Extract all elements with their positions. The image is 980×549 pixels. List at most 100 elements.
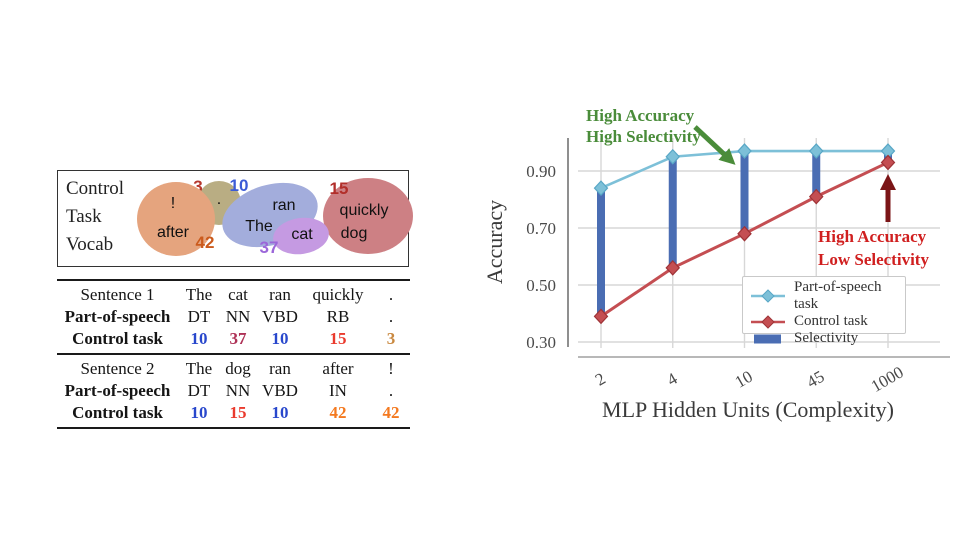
table-cell: 42 [329,403,347,422]
table-cell: 15 [229,403,247,422]
pos-task-marker [737,143,752,159]
x-tick-label: 45 [803,367,827,392]
table-row: Part-of-speech DT NN VBD IN. [57,380,410,402]
x-tick-label: 4 [664,369,681,390]
table-cell: . [388,381,394,400]
table-cell: 10 [271,403,289,422]
table-cell: VBD [262,307,298,326]
table-cell: NN [225,381,251,400]
table-row: Control task 10 15 10 42 42 [57,402,410,424]
table-cell: DT [187,307,211,326]
x-tick-label: 1000 [868,363,907,396]
accuracy-chart: 0.90 0.70 0.50 0.30 2 4 10 45 1000 Accuracy MLP… [482,125,950,422]
table-cell: cat [228,285,248,304]
row-label: Control task [72,329,163,348]
control-task-marker [593,308,609,325]
vocab-title-line: Vocab [66,234,114,255]
table-cell: . [388,285,394,304]
sentence-table: Sentence 1 The cat ran quickly. Part-of-speec… [57,279,410,429]
y-axis-label: Accuracy [482,200,507,284]
table-cell: after [322,359,354,378]
row-label: Sentence 1 [80,285,155,304]
table-cell: The [185,285,213,304]
legend-label: Part-of-speech task [794,279,882,312]
table-cell: DT [187,381,211,400]
table-cell: 15 [329,329,347,348]
pos-task-marker [665,148,681,165]
table-row: Control task 10 37 10 15 3 [57,328,410,350]
pos-task-marker [593,180,609,196]
sentence-block-2: Sentence 2 The dog ran after! Part-of-speech D… [57,355,410,429]
legend-item: Part-of-speech task [749,279,899,313]
x-tick-labels: 2 4 10 45 1000 [592,363,907,396]
line-marker-swatch-icon [751,289,785,303]
table-cell: 10 [190,403,208,422]
vocab-word: quickly [339,202,389,219]
y-tick-label: 0.50 [526,276,556,295]
table-cell: RB [326,307,350,326]
vocab-title-line: Control [66,178,125,199]
x-tick-label: 2 [592,369,609,390]
table-cell: ran [269,285,291,304]
vocab-word: after [156,224,190,241]
legend-label: Control task [794,313,868,329]
annotation-line: Low Selectivity [818,250,929,269]
vocab-number: 3 [193,177,203,196]
legend-item: Control task [749,313,899,330]
row-label: Part-of-speech [64,381,171,400]
pos-task-marker [808,143,824,159]
table-cell: 10 [271,329,289,348]
row-label: Part-of-speech [64,307,171,326]
vocab-word: ! [170,195,176,212]
table-cell: IN [329,381,347,400]
table-row: Part-of-speech DT NN VBD RB. [57,306,410,328]
high-selectivity-arrow-icon [693,125,736,165]
table-cell: The [185,359,213,378]
table-row: Sentence 1 The cat ran quickly. [57,284,410,306]
table-cell: quickly [312,285,364,304]
table-cell: NN [225,307,251,326]
control-task-marker [665,260,681,276]
vocab-word: . [216,191,222,208]
table-cell: dog [225,359,251,378]
series-markers [593,143,896,325]
y-tick-label: 0.70 [526,219,556,238]
vocab-word: dog [340,225,368,242]
y-tick-labels: 0.90 0.70 0.50 0.30 [526,162,556,352]
chart-legend: Part-of-speech task Control task Selectivi… [742,276,906,346]
vocab-cluster-excl-after [137,182,215,256]
row-label: Sentence 2 [80,359,155,378]
line-marker-swatch-icon [751,314,785,329]
annotation-line: High Accuracy [818,227,927,246]
control-task-marker [808,188,824,205]
vocab-number: 42 [195,233,215,252]
row-label: Control task [72,403,163,422]
vocab-cluster-quickly-dog [323,178,413,254]
legend-label: Selectivity [794,330,859,346]
vocab-word: The [245,218,273,235]
vocab-title-line: Task [66,206,102,227]
table-cell: ran [269,359,291,378]
legend-item: Selectivity [749,330,899,347]
table-cell: 37 [229,329,247,348]
selectivity-swatch-icon [754,334,781,343]
vocab-number: 10 [229,176,249,195]
vocab-box-title: Control Task Vocab [66,175,124,259]
x-axis-label: MLP Hidden Units (Complexity) [602,397,894,422]
vocab-number: 37 [259,238,279,257]
x-tick-label: 10 [732,367,756,392]
table-cell: 42 [382,403,400,422]
y-tick-label: 0.90 [526,162,556,181]
selectivity-bar [668,156,677,268]
vocab-word: ran [272,197,296,214]
table-cell: ! [388,359,394,378]
control-task-vocab-box: Control Task Vocab . 3! after 42 ran The 10 qui… [57,170,413,267]
vocab-number: 15 [329,179,349,198]
table-cell: 3 [386,329,396,348]
annotation-line: High Accuracy [586,106,695,125]
annotation-high-selectivity: High Accuracy High Selectivity [586,105,701,147]
sentence-block-1: Sentence 1 The cat ran quickly. Part-of-speec… [57,281,410,355]
table-cell: . [388,307,394,326]
table-cell: VBD [262,381,298,400]
